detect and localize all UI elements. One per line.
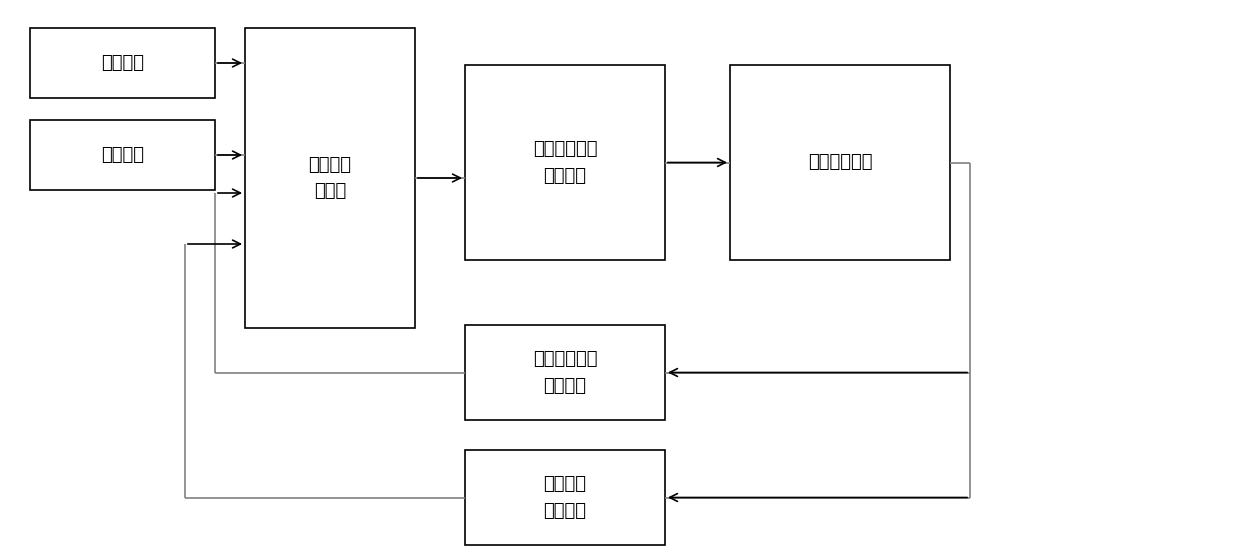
Bar <box>465 325 665 420</box>
Bar <box>30 28 215 98</box>
Text: 动力控制
计算机: 动力控制 计算机 <box>309 156 351 200</box>
Bar <box>465 450 665 545</box>
Bar <box>465 65 665 260</box>
Bar <box>730 65 950 260</box>
Text: 动力系统状态
反馈信号: 动力系统状态 反馈信号 <box>533 350 598 395</box>
Text: 飞行状态
反馈信号: 飞行状态 反馈信号 <box>543 475 587 519</box>
Bar <box>30 120 215 190</box>
Text: 飞控指令: 飞控指令 <box>100 146 144 164</box>
Bar <box>246 28 415 328</box>
Text: 旋转机翼飞机: 旋转机翼飞机 <box>807 153 872 171</box>
Text: 地面指令: 地面指令 <box>100 54 144 72</box>
Text: 多输入多输出
动力系统: 多输入多输出 动力系统 <box>533 140 598 185</box>
